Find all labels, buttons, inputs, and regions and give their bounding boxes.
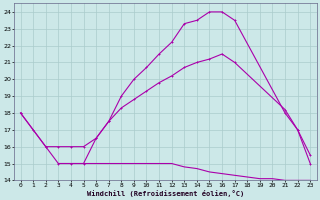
X-axis label: Windchill (Refroidissement éolien,°C): Windchill (Refroidissement éolien,°C): [87, 190, 244, 197]
